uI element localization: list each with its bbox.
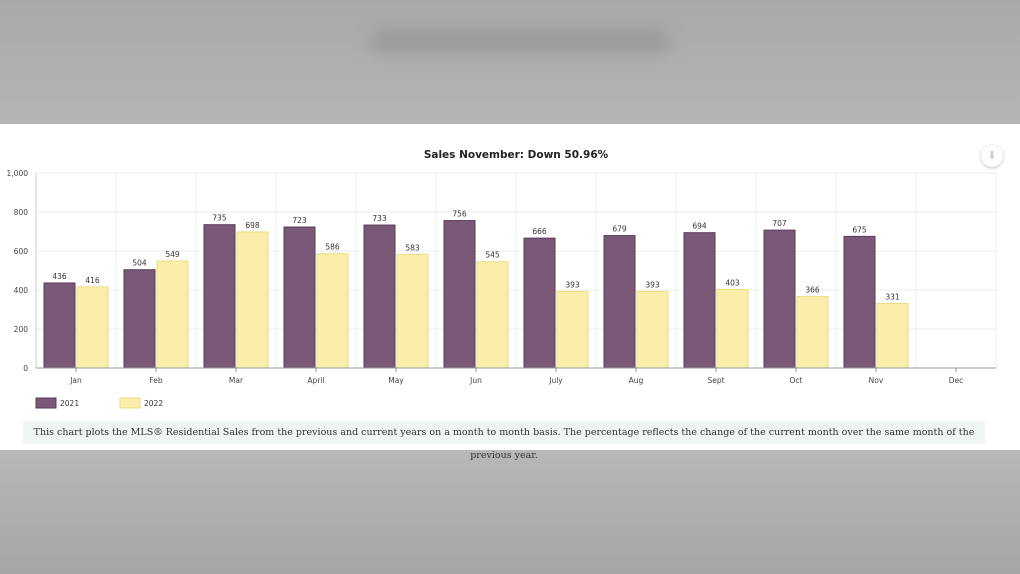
data-label: 583: [405, 243, 420, 252]
y-tick-label: 800: [14, 208, 29, 217]
blurred-header: [0, 0, 1020, 124]
x-tick-label: Jun: [469, 376, 482, 385]
data-label: 733: [372, 214, 387, 223]
blurred-footer: [0, 450, 1020, 574]
chart-caption: This chart plots the MLS® Residential Sa…: [23, 421, 985, 461]
data-label: 723: [292, 216, 307, 225]
x-tick-label: Aug: [629, 376, 644, 385]
x-tick-label: Jan: [69, 376, 82, 385]
bar-2022-jun[interactable]: [476, 261, 509, 369]
bar-2021-oct[interactable]: [763, 229, 796, 369]
data-label: 331: [885, 292, 900, 301]
data-label: 366: [805, 286, 820, 295]
data-label: 586: [325, 243, 340, 252]
x-tick-label: July: [548, 376, 563, 385]
data-label: 666: [532, 227, 547, 236]
data-label: 756: [452, 210, 467, 219]
x-tick-label: Mar: [229, 376, 244, 385]
bar-2021-may[interactable]: [363, 224, 396, 369]
bar-2022-jan[interactable]: [76, 286, 109, 369]
bar-2021-april[interactable]: [283, 226, 316, 369]
bar-2021-aug[interactable]: [603, 235, 636, 369]
y-tick-label: 600: [14, 247, 29, 256]
bar-2021-jun[interactable]: [443, 220, 476, 369]
data-label: 545: [485, 251, 500, 260]
bar-2022-mar[interactable]: [236, 231, 269, 369]
x-tick-label: Sept: [707, 376, 724, 385]
x-tick-label: April: [307, 376, 324, 385]
bar-2022-sept[interactable]: [716, 288, 749, 369]
x-tick-label: Nov: [869, 376, 884, 385]
data-label: 679: [612, 225, 627, 234]
chart-title: Sales November: Down 50.96%: [424, 149, 609, 161]
bar-2021-sept[interactable]: [683, 232, 716, 369]
bar-2022-may[interactable]: [396, 253, 429, 369]
x-tick-label: Oct: [790, 376, 803, 385]
data-label: 698: [245, 221, 260, 230]
bar-2021-jan[interactable]: [43, 282, 76, 369]
legend-label[interactable]: 2022: [144, 399, 163, 408]
download-icon: ⬇: [987, 149, 997, 162]
legend-swatch-2021[interactable]: [35, 397, 57, 409]
bar-2022-nov[interactable]: [876, 302, 909, 369]
download-button[interactable]: ⬇: [981, 145, 1003, 167]
data-label: 436: [52, 272, 67, 281]
bar-2021-july[interactable]: [523, 237, 556, 369]
y-tick-label: 0: [23, 364, 28, 373]
blurred-title: [370, 30, 670, 52]
data-label: 393: [565, 280, 580, 289]
bar-2022-july[interactable]: [556, 290, 589, 369]
data-label: 675: [852, 225, 867, 234]
bar-2022-feb[interactable]: [156, 260, 189, 369]
bar-2021-feb[interactable]: [123, 269, 156, 369]
data-label: 416: [85, 276, 100, 285]
x-tick-label: May: [388, 376, 404, 385]
x-tick-label: Feb: [149, 376, 163, 385]
y-tick-label: 400: [14, 286, 29, 295]
bar-2021-nov[interactable]: [843, 235, 876, 369]
data-label: 403: [725, 278, 740, 287]
bar-2022-april[interactable]: [316, 253, 349, 369]
data-label: 735: [212, 214, 227, 223]
data-label: 393: [645, 280, 660, 289]
data-label: 549: [165, 250, 180, 259]
x-tick-label: Dec: [949, 376, 964, 385]
data-label: 504: [132, 259, 147, 268]
legend-label[interactable]: 2021: [60, 399, 79, 408]
data-label: 707: [772, 219, 787, 228]
legend-swatch-2022[interactable]: [119, 397, 141, 409]
y-tick-label: 1,000: [7, 169, 29, 178]
data-label: 694: [692, 222, 707, 231]
bar-2022-aug[interactable]: [636, 290, 669, 369]
bar-2022-oct[interactable]: [796, 296, 829, 369]
y-tick-label: 200: [14, 325, 29, 334]
bar-2021-mar[interactable]: [203, 224, 236, 369]
